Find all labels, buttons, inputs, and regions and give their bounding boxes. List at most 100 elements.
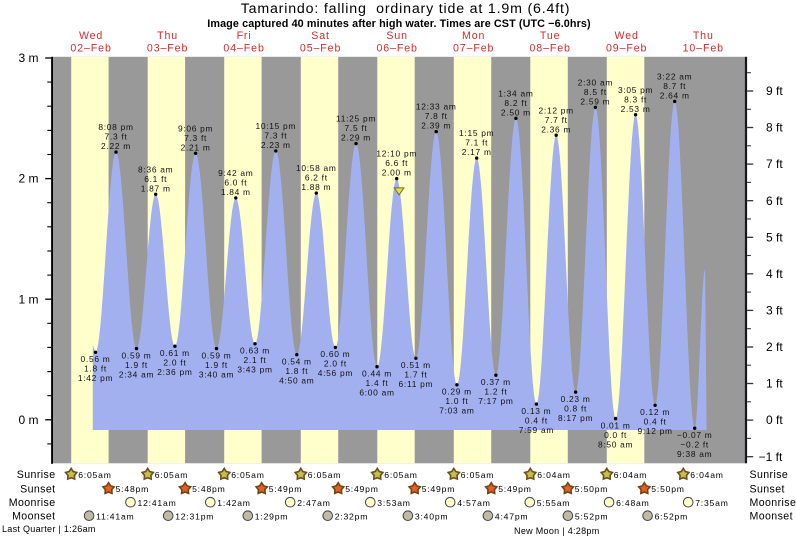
svg-text:8:08 pm: 8:08 pm <box>98 122 133 132</box>
svg-text:9:12 pm: 9:12 pm <box>637 426 672 436</box>
svg-text:Sunset: Sunset <box>750 483 785 495</box>
svg-text:Wed: Wed <box>79 30 103 42</box>
svg-text:Thu: Thu <box>693 30 714 42</box>
svg-text:6.0 ft: 6.0 ft <box>224 178 247 188</box>
svg-text:2.22 m: 2.22 m <box>101 141 131 151</box>
svg-text:0.44 m: 0.44 m <box>362 368 392 378</box>
svg-text:0.12 m: 0.12 m <box>640 407 670 417</box>
svg-text:0.01 m: 0.01 m <box>601 420 631 430</box>
svg-text:2 ft: 2 ft <box>766 340 783 354</box>
svg-text:Thu: Thu <box>157 30 178 42</box>
svg-text:9:06 pm: 9:06 pm <box>178 123 213 133</box>
svg-text:9:42 am: 9:42 am <box>218 168 253 178</box>
svg-text:8.3 ft: 8.3 ft <box>624 94 647 104</box>
svg-text:2.64 m: 2.64 m <box>660 91 690 101</box>
svg-text:2.29 m: 2.29 m <box>341 133 371 143</box>
svg-text:02–Feb: 02–Feb <box>70 42 111 54</box>
svg-text:Last Quarter | 1:26am: Last Quarter | 1:26am <box>2 524 96 534</box>
svg-text:3 ft: 3 ft <box>766 304 783 318</box>
svg-text:2.0 ft: 2.0 ft <box>324 359 347 369</box>
svg-text:9 ft: 9 ft <box>766 84 783 98</box>
svg-text:1 m: 1 m <box>18 292 38 306</box>
svg-text:3:40pm: 3:40pm <box>415 511 448 521</box>
svg-text:2.1 ft: 2.1 ft <box>244 355 267 365</box>
svg-text:Tamarindo: falling ordinary t: Tamarindo: falling ordinary tide at 1.9m… <box>241 1 571 17</box>
svg-text:0.13 m: 0.13 m <box>521 406 551 416</box>
svg-text:0.8 ft: 0.8 ft <box>564 403 587 413</box>
svg-text:6:52pm: 6:52pm <box>655 511 688 521</box>
svg-text:9:38 am: 9:38 am <box>677 449 712 459</box>
svg-text:2:30 am: 2:30 am <box>578 78 613 88</box>
svg-text:4:50 am: 4:50 am <box>279 375 314 385</box>
svg-text:0.56 m: 0.56 m <box>81 354 111 364</box>
svg-text:04–Feb: 04–Feb <box>223 42 264 54</box>
svg-text:0.60 m: 0.60 m <box>320 349 350 359</box>
svg-text:3:22 am: 3:22 am <box>657 72 692 82</box>
svg-text:Sun: Sun <box>386 30 408 42</box>
svg-text:10:58 am: 10:58 am <box>296 163 337 173</box>
svg-text:Moonrise: Moonrise <box>750 497 796 509</box>
svg-text:2.17 m: 2.17 m <box>462 147 492 157</box>
svg-text:4:47pm: 4:47pm <box>495 511 528 521</box>
svg-text:7:59 am: 7:59 am <box>519 425 554 435</box>
svg-text:0.51 m: 0.51 m <box>401 360 431 370</box>
svg-text:1 ft: 1 ft <box>766 377 783 391</box>
svg-text:0.23 m: 0.23 m <box>561 394 591 404</box>
svg-text:3:43 pm: 3:43 pm <box>237 365 272 375</box>
svg-text:6:04am: 6:04am <box>614 470 647 480</box>
svg-text:6:05am: 6:05am <box>384 470 417 480</box>
svg-text:1:42am: 1:42am <box>217 498 250 508</box>
svg-text:10–Feb: 10–Feb <box>683 42 724 54</box>
svg-text:2.50 m: 2.50 m <box>501 107 531 117</box>
svg-text:2.21 m: 2.21 m <box>181 142 211 152</box>
svg-text:6:05am: 6:05am <box>231 470 264 480</box>
svg-text:7.1 ft: 7.1 ft <box>465 138 488 148</box>
svg-text:7:35am: 7:35am <box>695 498 728 508</box>
svg-text:0.63 m: 0.63 m <box>240 346 270 356</box>
svg-text:6:05am: 6:05am <box>308 470 341 480</box>
svg-text:12:33 am: 12:33 am <box>416 102 457 112</box>
svg-text:2.59 m: 2.59 m <box>580 97 610 107</box>
svg-text:8 ft: 8 ft <box>766 121 783 135</box>
svg-text:2.39 m: 2.39 m <box>421 121 451 131</box>
svg-text:3:53am: 3:53am <box>377 498 410 508</box>
svg-text:2 m: 2 m <box>18 172 38 186</box>
svg-text:7.7 ft: 7.7 ft <box>545 115 568 125</box>
svg-text:8.2 ft: 8.2 ft <box>504 98 527 108</box>
svg-text:7 ft: 7 ft <box>766 157 783 171</box>
svg-text:1.84 m: 1.84 m <box>221 187 251 197</box>
svg-text:8.7 ft: 8.7 ft <box>663 81 686 91</box>
svg-text:Sunset: Sunset <box>20 483 55 495</box>
svg-text:Moonset: Moonset <box>12 510 55 522</box>
svg-text:5:50pm: 5:50pm <box>575 484 608 494</box>
svg-text:2.00 m: 2.00 m <box>382 168 412 178</box>
svg-text:5 ft: 5 ft <box>766 230 783 244</box>
svg-text:3 m: 3 m <box>18 51 38 65</box>
svg-text:Sunrise: Sunrise <box>17 469 56 481</box>
svg-text:1.0 ft: 1.0 ft <box>445 396 468 406</box>
svg-text:0.54 m: 0.54 m <box>282 356 312 366</box>
svg-text:8:17 pm: 8:17 pm <box>558 413 593 423</box>
svg-text:4 ft: 4 ft <box>766 267 783 281</box>
svg-text:6.6 ft: 6.6 ft <box>385 158 408 168</box>
svg-text:4:57am: 4:57am <box>457 498 490 508</box>
svg-text:0.37 m: 0.37 m <box>481 377 511 387</box>
svg-text:1.88 m: 1.88 m <box>301 182 331 192</box>
svg-text:6:11 pm: 6:11 pm <box>399 379 434 389</box>
svg-text:12:10 pm: 12:10 pm <box>376 149 417 159</box>
svg-text:0.59 m: 0.59 m <box>202 350 232 360</box>
svg-text:5:49pm: 5:49pm <box>345 484 378 494</box>
svg-text:09–Feb: 09–Feb <box>606 42 647 54</box>
svg-text:5:48pm: 5:48pm <box>116 484 149 494</box>
svg-text:2:34 am: 2:34 am <box>119 369 154 379</box>
svg-text:−1 ft: −1 ft <box>759 450 783 464</box>
svg-text:Tue: Tue <box>540 30 561 42</box>
svg-text:1.9 ft: 1.9 ft <box>125 360 148 370</box>
svg-text:7.5 ft: 7.5 ft <box>345 123 368 133</box>
svg-text:6:48am: 6:48am <box>616 498 649 508</box>
svg-text:2.36 m: 2.36 m <box>541 124 571 134</box>
svg-text:0.61 m: 0.61 m <box>160 348 190 358</box>
svg-text:7.3 ft: 7.3 ft <box>105 132 128 142</box>
svg-text:1:42 pm: 1:42 pm <box>78 373 113 383</box>
svg-text:7.8 ft: 7.8 ft <box>425 111 448 121</box>
